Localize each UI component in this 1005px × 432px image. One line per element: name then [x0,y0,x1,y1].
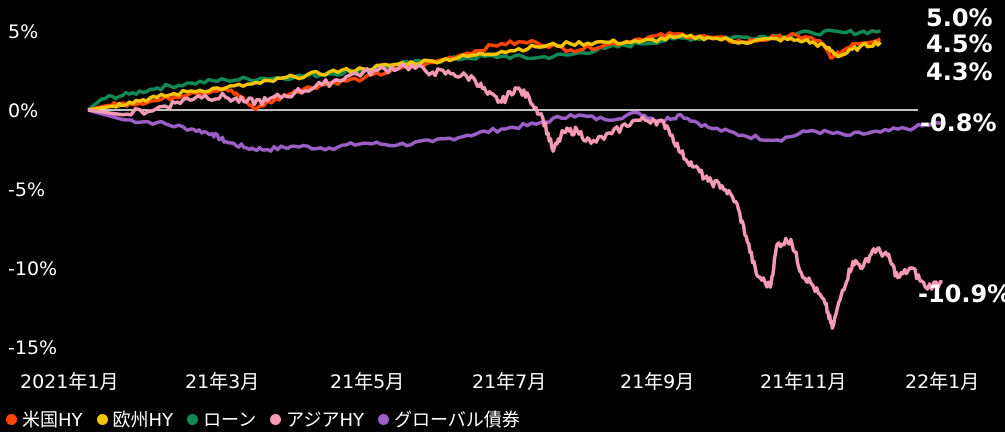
x-tick-label: 21年5月 [330,371,404,393]
end-label: 4.5% [926,30,993,58]
legend-dot-us-hy [6,413,17,425]
series-line-europe-hy [87,33,882,112]
legend-item-europe-hy: 欧州HY [96,406,174,432]
legend-label-loan: ローン [203,410,257,431]
end-label: -0.8% [920,109,997,137]
legend-label-asia-hy: アジアHY [286,410,364,431]
legend-item-global-bond: グローバル債券 [377,406,520,432]
x-tick-label: 21年3月 [185,371,259,393]
x-tick-label: 21年7月 [472,371,546,393]
x-tick-label: 21年11月 [760,371,846,393]
x-tick-label: 21年9月 [620,371,694,393]
y-tick-label: 5% [8,21,38,43]
legend-label-us-hy: 米国HY [22,410,83,431]
y-tick-label: -15% [8,337,57,359]
legend: 米国HY 欧州HY ローン アジアHY グローバル債券 [6,406,534,432]
end-label: -10.9% [918,280,1005,308]
legend-item-asia-hy: アジアHY [270,406,364,432]
y-tick-label: -10% [8,258,57,280]
y-tick-label: 0% [8,100,38,122]
legend-dot-europe-hy [96,413,108,425]
legend-dot-global-bond [377,413,389,425]
y-axis-tick-labels: 5% 0% -5% -10% -15% [8,21,57,359]
legend-label-global-bond: グローバル債券 [393,410,520,431]
end-value-labels: 5.0%4.5%4.3% -0.8% -10.9% [918,4,1005,308]
legend-item-loan: ローン [187,406,256,432]
x-tick-label: 2021年1月 [20,371,118,393]
series-line-global-bond [87,108,943,153]
x-axis-tick-labels: 2021年1月 21年3月 21年5月 21年7月 21年9月 21年11月 22年1月 [20,371,979,393]
series-lines [86,28,943,330]
legend-label-europe-hy: 欧州HY [112,410,174,431]
end-label: 5.0% [926,4,993,32]
legend-item-us-hy: 米国HY [6,406,83,432]
end-label: 4.3% [926,58,993,86]
legend-dot-loan [187,413,199,425]
legend-dot-asia-hy [270,413,282,425]
x-tick-label: 22年1月 [905,371,979,393]
series-line-asia-hy [87,63,943,330]
y-tick-label: -5% [8,179,45,201]
